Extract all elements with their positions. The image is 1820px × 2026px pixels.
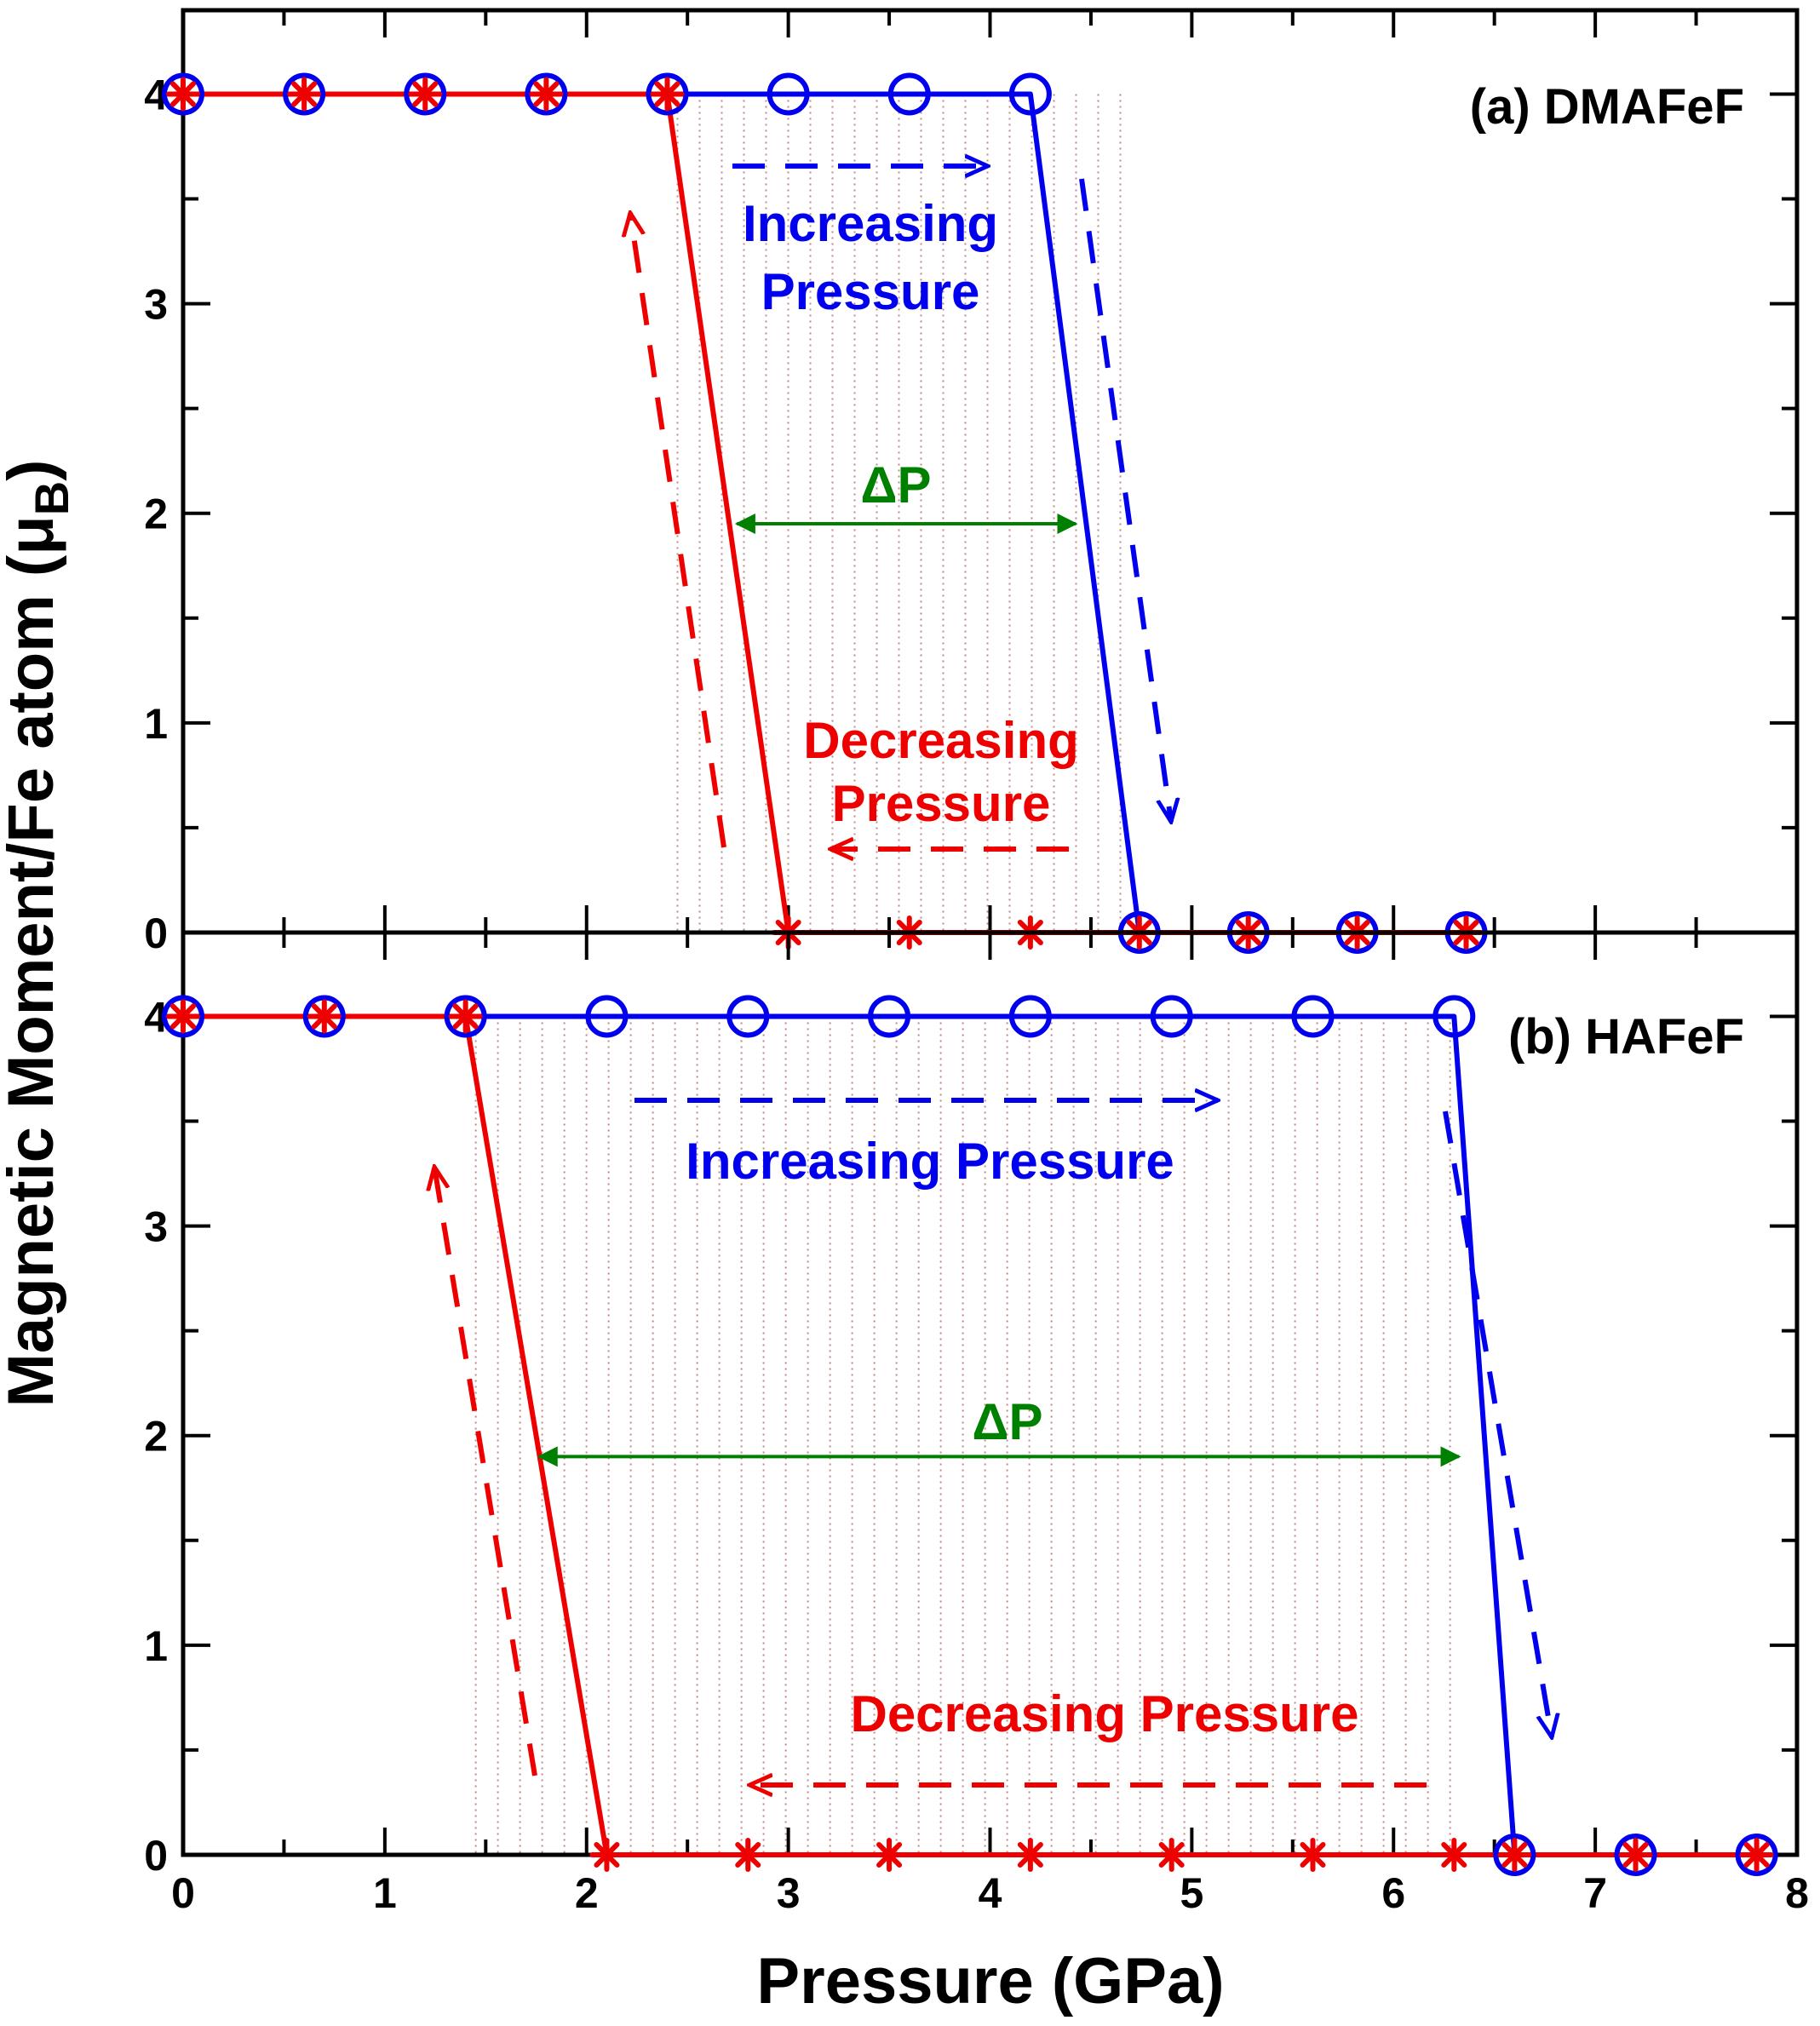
hysteresis-hatch: [676, 94, 1122, 933]
y-axis-title-sub: B: [25, 481, 78, 515]
circle-marker: [444, 995, 487, 1038]
asterisk-marker: [1739, 1838, 1774, 1872]
x-tick-label: 8: [1785, 1869, 1809, 1917]
asterisk-marker: [872, 1838, 907, 1872]
panel-label: (b) HAFeF: [1508, 1009, 1744, 1065]
y-axis-title-close: ): [0, 460, 67, 481]
x-tick-label: 2: [575, 1869, 599, 1917]
decreasing-pressure-label: Decreasing: [803, 712, 1079, 769]
circle-marker: [1008, 72, 1052, 116]
asterisk-marker: [1013, 1838, 1048, 1872]
y-tick-label: 2: [144, 491, 168, 538]
asterisk-marker: [408, 77, 443, 112]
x-tick-label: 6: [1381, 1869, 1405, 1917]
circle-marker: [1735, 1834, 1778, 1876]
increasing-pressure-label: Increasing Pressure: [686, 1133, 1174, 1190]
delta-p-label: ΔP: [972, 1393, 1042, 1450]
increasing-pressure-label: Increasing: [743, 195, 998, 252]
hysteresis-hatch: [474, 1016, 1451, 1855]
circle-marker: [525, 72, 568, 116]
x-tick-label: 0: [171, 1869, 195, 1917]
circle-marker: [646, 72, 689, 116]
y-tick-label: 1: [144, 1622, 168, 1670]
ticks: [181, 10, 1799, 934]
y-tick-label: 2: [144, 1413, 168, 1461]
asterisk-marker: [307, 999, 342, 1034]
circle-marker: [162, 72, 204, 116]
circle-marker: [1614, 1834, 1657, 1876]
asterisk-marker: [287, 77, 322, 112]
x-tick-label: 5: [1180, 1869, 1203, 1917]
circle-marker: [1291, 995, 1335, 1038]
y-axis-title-main: Magnetic Moment/Fe atom (μ: [0, 515, 67, 1407]
circle-marker: [404, 72, 447, 116]
asterisk-marker: [166, 77, 200, 112]
increasing-arrow-down: [1079, 178, 1171, 822]
circle-marker: [283, 72, 326, 116]
decreasing-pressure-label: Pressure: [832, 775, 1051, 832]
y-tick-label: 0: [144, 1832, 168, 1880]
asterisk-marker: [1295, 1838, 1330, 1872]
delta-p-label: ΔP: [860, 456, 931, 514]
asterisk-marker: [529, 77, 564, 112]
increasing-arrow-down: [1443, 1111, 1552, 1737]
asterisk-marker: [1497, 1838, 1532, 1872]
asterisk-marker: [731, 1838, 766, 1872]
panel-label: (a) DMAFeF: [1470, 79, 1744, 135]
circle-marker: [585, 995, 629, 1038]
asterisk-marker: [1154, 1838, 1189, 1872]
circle-marker: [868, 995, 911, 1038]
asterisk-marker: [589, 1838, 624, 1872]
circle-marker: [1150, 995, 1193, 1038]
x-tick-label: 7: [1583, 1869, 1607, 1917]
increasing-pressure-label: Pressure: [761, 263, 980, 320]
x-tick-label: 4: [979, 1869, 1002, 1917]
x-axis-title: Pressure (GPa): [756, 1945, 1224, 2017]
circle-marker: [1432, 995, 1476, 1038]
asterisk-marker: [650, 77, 685, 112]
circle-marker: [766, 72, 810, 116]
decreasing-arrow-up: [630, 213, 726, 848]
x-tick-labels: 0 1 2 3 4 5 6 7 8: [171, 1869, 1809, 1917]
x-tick-label: 1: [373, 1869, 397, 1917]
circle-marker: [887, 72, 931, 116]
circle-marker: [1008, 995, 1052, 1038]
asterisk-marker: [166, 999, 200, 1034]
circle-marker: [162, 995, 204, 1038]
circle-marker: [1493, 1834, 1536, 1876]
asterisk-marker: [1618, 1838, 1653, 1872]
circle-markers: [162, 995, 1778, 1876]
y-tick-label: 0: [144, 910, 168, 957]
x-tick-label: 3: [777, 1869, 801, 1917]
circle-marker: [302, 995, 346, 1038]
y-tick-label: 1: [144, 700, 168, 748]
y-tick-label: 3: [144, 281, 168, 329]
asterisk-markers: [166, 77, 1484, 950]
y-tick-label: 3: [144, 1203, 168, 1251]
decreasing-pressure-label: Decreasing Pressure: [850, 1685, 1358, 1742]
asterisk-markers: [166, 999, 1774, 1872]
asterisk-marker: [448, 999, 483, 1034]
circle-marker: [726, 995, 770, 1038]
y-axis-title: Magnetic Moment/Fe atom (μB): [0, 460, 78, 1408]
asterisk-marker: [1437, 1838, 1472, 1872]
